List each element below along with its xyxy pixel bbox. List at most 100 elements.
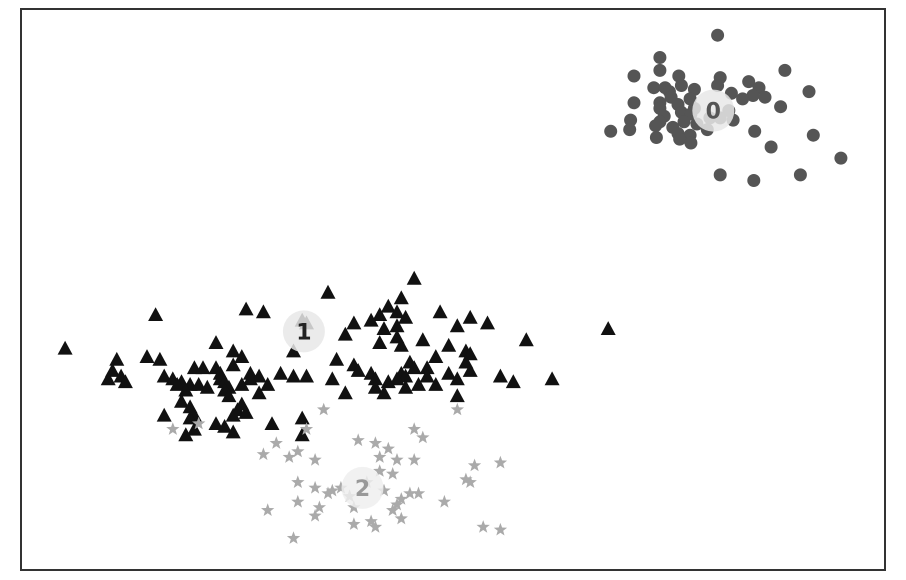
data-point bbox=[411, 486, 426, 500]
data-point bbox=[394, 511, 408, 525]
data-point bbox=[152, 351, 168, 366]
data-point bbox=[199, 379, 215, 394]
data-point bbox=[493, 455, 508, 469]
data-point bbox=[346, 315, 362, 330]
data-point bbox=[251, 368, 267, 383]
data-point bbox=[398, 309, 414, 324]
data-point bbox=[774, 100, 788, 114]
data-point bbox=[367, 379, 383, 394]
data-point bbox=[256, 447, 270, 461]
data-point bbox=[407, 422, 421, 435]
data-point bbox=[389, 371, 405, 386]
data-point bbox=[673, 132, 687, 146]
data-point bbox=[208, 335, 224, 349]
data-point bbox=[286, 368, 301, 383]
data-point bbox=[376, 385, 392, 400]
data-point bbox=[459, 472, 473, 486]
data-point bbox=[624, 113, 638, 127]
data-point bbox=[373, 450, 387, 463]
data-point bbox=[166, 422, 180, 435]
data-point bbox=[428, 349, 444, 363]
data-point bbox=[169, 377, 185, 391]
data-point bbox=[367, 371, 383, 386]
data-point bbox=[139, 349, 155, 363]
data-point bbox=[432, 304, 448, 319]
data-point bbox=[312, 500, 326, 514]
data-point bbox=[462, 309, 478, 324]
data-point bbox=[321, 486, 335, 500]
data-point bbox=[221, 388, 237, 403]
data-point bbox=[758, 90, 772, 104]
data-point bbox=[261, 503, 275, 516]
data-point bbox=[411, 377, 426, 391]
data-point bbox=[653, 51, 667, 64]
data-point bbox=[286, 531, 301, 544]
data-point bbox=[299, 368, 314, 383]
data-point bbox=[273, 365, 289, 380]
data-point bbox=[191, 377, 207, 391]
data-point bbox=[381, 441, 395, 455]
cluster-label: 1 bbox=[296, 320, 311, 345]
cluster-label: 2 bbox=[355, 477, 370, 502]
data-point bbox=[282, 450, 296, 463]
data-point bbox=[544, 371, 560, 386]
data-point bbox=[100, 371, 116, 386]
data-point bbox=[393, 290, 409, 305]
data-point bbox=[260, 377, 276, 391]
data-point bbox=[225, 357, 241, 372]
data-point bbox=[156, 407, 172, 422]
data-point bbox=[419, 360, 435, 375]
data-point bbox=[627, 96, 641, 110]
data-point bbox=[677, 115, 691, 129]
data-point bbox=[225, 343, 241, 358]
data-point bbox=[286, 343, 301, 358]
data-point bbox=[308, 453, 322, 466]
data-point bbox=[415, 332, 431, 347]
data-point bbox=[291, 494, 305, 508]
data-point bbox=[192, 416, 206, 430]
cluster-label-halo bbox=[282, 310, 325, 353]
data-point bbox=[363, 312, 379, 327]
data-point bbox=[736, 92, 750, 106]
data-point bbox=[350, 363, 366, 377]
data-point bbox=[493, 522, 508, 536]
data-point bbox=[394, 492, 408, 505]
data-point bbox=[255, 304, 271, 319]
data-point bbox=[742, 75, 756, 89]
data-point bbox=[390, 497, 404, 511]
data-point bbox=[372, 335, 388, 349]
data-point bbox=[386, 503, 400, 516]
data-point bbox=[449, 318, 465, 333]
data-point bbox=[174, 393, 189, 408]
data-point bbox=[294, 427, 310, 442]
data-point bbox=[492, 368, 508, 383]
cluster-label-halo bbox=[341, 466, 384, 509]
data-point bbox=[778, 63, 792, 77]
data-point bbox=[802, 85, 816, 99]
data-point bbox=[674, 79, 688, 92]
data-point bbox=[337, 326, 353, 341]
data-point bbox=[238, 405, 254, 419]
data-point bbox=[449, 371, 465, 386]
data-point bbox=[449, 388, 465, 403]
data-point bbox=[764, 140, 778, 154]
data-point bbox=[600, 321, 616, 335]
data-point bbox=[372, 307, 388, 321]
data-point bbox=[623, 123, 637, 137]
data-point bbox=[437, 494, 451, 508]
data-point bbox=[627, 69, 641, 83]
data-point bbox=[403, 486, 417, 500]
data-point bbox=[182, 410, 198, 425]
data-point bbox=[416, 430, 430, 444]
data-point bbox=[269, 436, 283, 449]
data-point bbox=[156, 368, 172, 383]
data-point bbox=[234, 377, 250, 391]
data-point bbox=[480, 315, 495, 330]
data-point bbox=[419, 368, 435, 383]
data-point bbox=[294, 410, 310, 425]
data-point bbox=[793, 168, 807, 182]
data-point bbox=[389, 304, 405, 319]
data-point bbox=[653, 63, 667, 77]
data-point bbox=[109, 351, 125, 366]
